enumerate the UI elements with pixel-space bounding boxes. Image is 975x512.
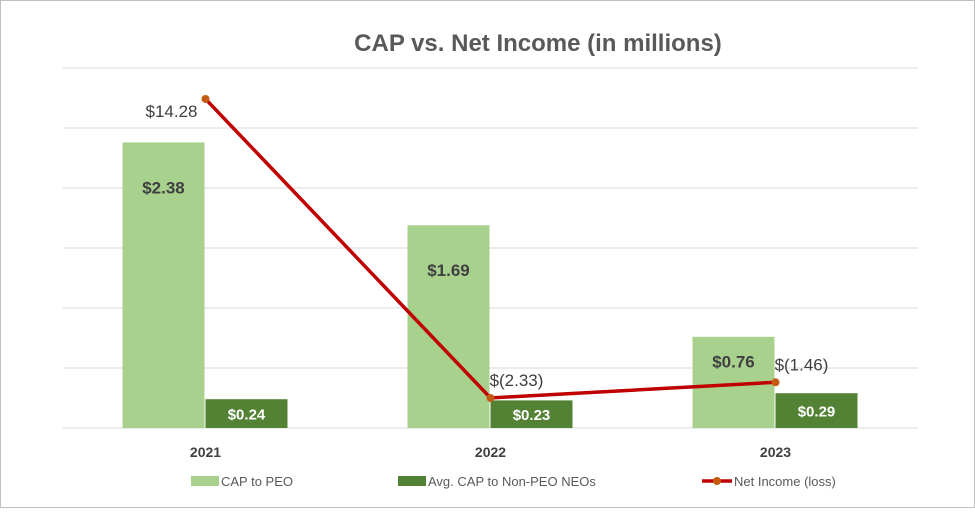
data-label-net-income: $(1.46) bbox=[775, 355, 829, 374]
legend-label: Net Income (loss) bbox=[734, 474, 836, 489]
net-income-marker bbox=[771, 378, 780, 387]
legend-swatch-cap-to-peo bbox=[191, 476, 219, 486]
legend: CAP to PEO Avg. CAP to Non-PEO NEOs Net In… bbox=[191, 474, 836, 489]
category-label: 2023 bbox=[760, 444, 791, 460]
data-label-avg-cap-non-peo: $0.23 bbox=[513, 407, 551, 424]
net-income-marker bbox=[486, 393, 495, 402]
bar-cap-to-peo bbox=[122, 142, 205, 428]
gridlines bbox=[63, 67, 918, 429]
legend-label: Avg. CAP to Non-PEO NEOs bbox=[428, 474, 596, 489]
category-axis: 2021 2022 2023 bbox=[190, 444, 791, 460]
data-label-cap-to-peo: $1.69 bbox=[427, 261, 470, 280]
category-label: 2021 bbox=[190, 444, 221, 460]
net-income-marker bbox=[201, 94, 210, 103]
data-label-avg-cap-non-peo: $0.24 bbox=[228, 407, 266, 424]
data-label-cap-to-peo: $0.76 bbox=[712, 353, 755, 372]
bars: $2.38 $0.24 $1.69 $0.23 $0.76 $0.29 bbox=[122, 142, 858, 428]
data-label-net-income: $(2.33) bbox=[490, 371, 544, 390]
data-label-cap-to-peo: $2.38 bbox=[142, 178, 185, 197]
legend-label: CAP to PEO bbox=[221, 474, 293, 489]
bar-avg-cap-non-peo bbox=[490, 400, 573, 428]
data-label-avg-cap-non-peo: $0.29 bbox=[798, 404, 836, 421]
chart-title: CAP vs. Net Income (in millions) bbox=[354, 30, 722, 57]
legend-marker-net-income bbox=[713, 477, 721, 485]
category-label: 2022 bbox=[475, 444, 506, 460]
bar-avg-cap-non-peo bbox=[775, 393, 858, 428]
data-label-net-income: $14.28 bbox=[146, 102, 198, 121]
legend-swatch-avg-cap-non-peo bbox=[398, 476, 426, 486]
bar-avg-cap-non-peo bbox=[205, 399, 288, 428]
net-income-series: $14.28 $(2.33) $(1.46) bbox=[146, 94, 829, 402]
bar-cap-to-peo bbox=[407, 225, 490, 428]
